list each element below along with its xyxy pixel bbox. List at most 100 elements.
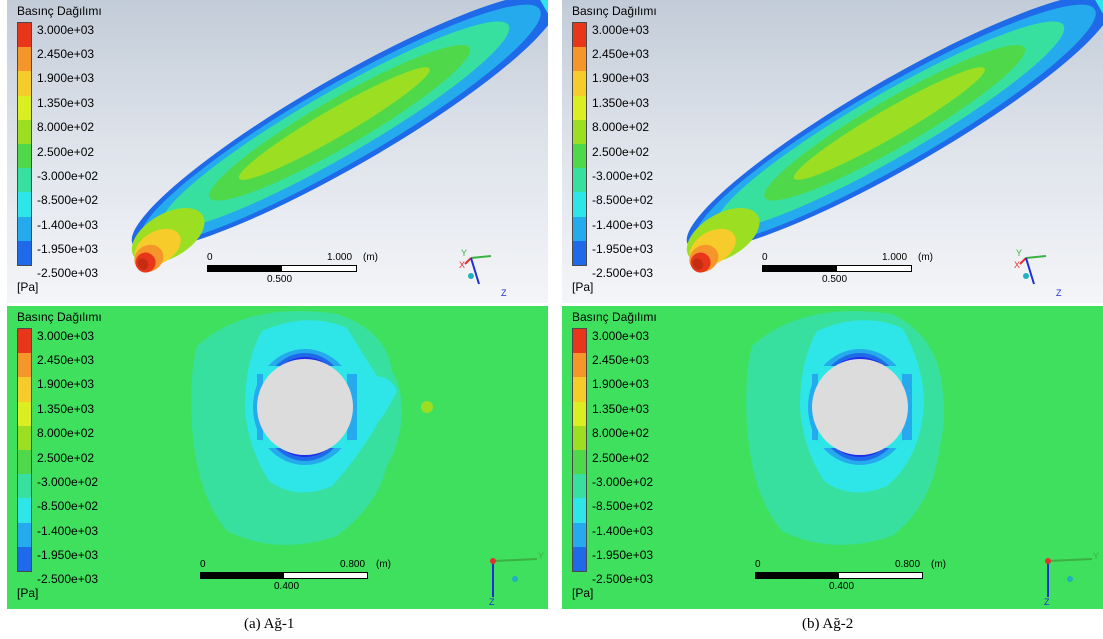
caption-right: (b) Ağ-2 bbox=[802, 616, 854, 632]
legend-tick: 2.500e+02 bbox=[592, 145, 650, 159]
legend-tick: 2.450e+03 bbox=[592, 353, 650, 367]
legend-swatch bbox=[573, 23, 586, 48]
legend-swatch bbox=[18, 240, 31, 265]
legend-swatch bbox=[18, 47, 31, 72]
cylinder-cross-section-contour bbox=[191, 311, 433, 545]
axis-z-label: Z bbox=[501, 288, 507, 298]
axis-triad: Y Z bbox=[485, 551, 544, 607]
legend-tick: -1.950e+03 bbox=[37, 242, 99, 256]
panel-bottom-left: Basınç Dağılımı 3.000e+03 2.450e+03 1.90… bbox=[7, 306, 548, 609]
scale-bar: 0 1.000 (m) 0.500 bbox=[207, 252, 447, 292]
scale-mid: 0.400 bbox=[274, 581, 300, 592]
scale-zero: 0 bbox=[755, 559, 761, 570]
axis-x-label: X bbox=[459, 260, 466, 270]
scale-zero: 0 bbox=[207, 252, 213, 263]
legend-swatch bbox=[18, 23, 31, 48]
legend-tick: -2.500e+03 bbox=[37, 266, 99, 280]
legend-swatch bbox=[573, 192, 586, 217]
legend-swatch bbox=[573, 353, 586, 378]
scale-unit: (m) bbox=[363, 252, 378, 263]
legend-swatch bbox=[573, 522, 586, 547]
legend-tick: -3.000e+02 bbox=[592, 475, 654, 489]
axis-x-label: X bbox=[1014, 260, 1021, 270]
legend-tick: 2.450e+03 bbox=[37, 47, 95, 61]
legend: Basınç Dağılımı 3.000e+03 2.450e+03 1.90… bbox=[562, 0, 722, 303]
legend-swatch bbox=[573, 546, 586, 571]
scale-bar: 0 0.800 (m) 0.400 bbox=[200, 559, 440, 599]
legend-tick: 2.450e+03 bbox=[37, 353, 95, 367]
caption-left: (a) Ağ-1 bbox=[244, 616, 295, 632]
legend-tick: 3.000e+03 bbox=[592, 23, 650, 37]
legend-tick: -2.500e+03 bbox=[37, 572, 99, 586]
legend-swatch bbox=[573, 474, 586, 499]
legend-tick: 3.000e+03 bbox=[37, 329, 95, 343]
legend-unit: [Pa] bbox=[572, 586, 594, 600]
legend-swatch bbox=[18, 377, 31, 402]
legend-tick: -3.000e+02 bbox=[37, 475, 99, 489]
legend-tick: -2.500e+03 bbox=[592, 266, 654, 280]
scale-max: 0.800 bbox=[895, 559, 921, 570]
legend-tick: 1.900e+03 bbox=[592, 377, 650, 391]
legend-swatch bbox=[573, 47, 586, 72]
legend: Basınç Dağılımı 3.000e+03 2.450e+03 1.90… bbox=[7, 0, 167, 303]
scale-bar-fill bbox=[208, 266, 282, 271]
scale-zero: 0 bbox=[200, 559, 206, 570]
axis-z-label: Z bbox=[1044, 597, 1050, 607]
scale-bar-graphic bbox=[207, 265, 357, 272]
legend-tick: 2.500e+02 bbox=[37, 451, 95, 465]
legend-unit: [Pa] bbox=[17, 586, 39, 600]
legend: Basınç Dağılımı 3.000e+03 2.450e+03 1.90… bbox=[562, 306, 722, 609]
legend-tick: -1.400e+03 bbox=[592, 218, 654, 232]
legend-swatch bbox=[573, 168, 586, 193]
legend-title: Basınç Dağılımı bbox=[17, 4, 102, 18]
legend-tick: 8.000e+02 bbox=[592, 120, 650, 134]
legend-swatch bbox=[573, 143, 586, 169]
legend-swatch bbox=[573, 498, 586, 523]
legend-title: Basınç Dağılımı bbox=[572, 4, 657, 18]
legend-swatch bbox=[18, 401, 31, 426]
legend-tick: 8.000e+02 bbox=[592, 426, 650, 440]
legend-swatch bbox=[573, 119, 586, 144]
legend-swatch bbox=[18, 425, 31, 450]
legend-swatch bbox=[573, 329, 586, 354]
legend-colorbar bbox=[17, 22, 32, 266]
legend-colorbar bbox=[572, 328, 587, 572]
legend-title: Basınç Dağılımı bbox=[572, 310, 657, 324]
legend-tick: -1.950e+03 bbox=[592, 548, 654, 562]
legend-colorbar bbox=[572, 22, 587, 266]
legend-tick: 8.000e+02 bbox=[37, 426, 95, 440]
legend-swatch bbox=[573, 240, 586, 265]
legend-tick: 1.350e+03 bbox=[592, 402, 650, 416]
axis-z-label: Z bbox=[489, 597, 495, 607]
legend-tick: -1.400e+03 bbox=[592, 524, 654, 538]
axis-y-label: Y bbox=[538, 551, 545, 561]
legend-swatch bbox=[18, 192, 31, 217]
legend-tick: -8.500e+02 bbox=[37, 193, 99, 207]
legend-unit: [Pa] bbox=[17, 280, 39, 294]
scale-bar-graphic bbox=[755, 572, 923, 579]
legend-swatch bbox=[18, 449, 31, 475]
legend-swatch bbox=[18, 216, 31, 241]
legend-tick: -8.500e+02 bbox=[37, 499, 99, 513]
capsule-pressure-contour bbox=[131, 0, 548, 273]
legend-swatch bbox=[18, 474, 31, 499]
legend-tick: -3.000e+02 bbox=[37, 169, 99, 183]
axis-y-label: Y bbox=[1093, 551, 1100, 561]
legend-tick: 2.450e+03 bbox=[592, 47, 650, 61]
scale-unit: (m) bbox=[918, 252, 933, 263]
legend-swatch bbox=[18, 546, 31, 571]
legend-tick: 1.350e+03 bbox=[592, 96, 650, 110]
scale-max: 0.800 bbox=[340, 559, 366, 570]
scale-bar: 0 1.000 (m) 0.500 bbox=[762, 252, 1002, 292]
legend-swatch bbox=[573, 71, 586, 96]
legend-swatch bbox=[18, 119, 31, 144]
legend-swatch bbox=[18, 95, 31, 120]
legend-tick: 1.900e+03 bbox=[37, 71, 95, 85]
axis-triad: Y X Z bbox=[1012, 248, 1062, 298]
legend-swatch bbox=[573, 425, 586, 450]
cylinder-cross-section-contour bbox=[746, 311, 945, 545]
legend-swatch bbox=[573, 216, 586, 241]
scale-mid: 0.500 bbox=[822, 274, 848, 285]
scale-zero: 0 bbox=[762, 252, 768, 263]
capsule-pressure-contour bbox=[686, 0, 1103, 273]
